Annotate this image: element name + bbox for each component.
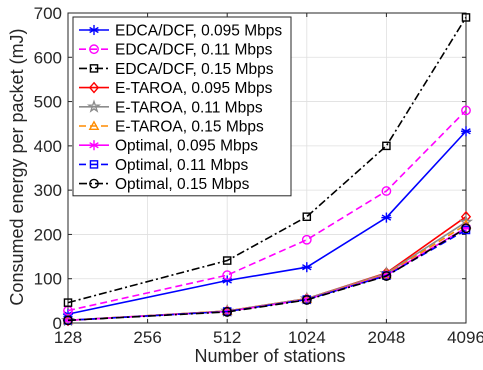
series-8 — [63, 225, 471, 325]
data-point — [63, 298, 73, 307]
legend-entry: EDCA/DCF, 0.095 Mbps — [79, 23, 282, 40]
data-point — [89, 178, 99, 189]
data-point — [381, 212, 392, 223]
data-point — [89, 160, 99, 169]
data-point — [461, 13, 471, 22]
series-4 — [62, 210, 472, 327]
legend: EDCA/DCF, 0.095 Mbps EDCA/DCF, 0.11 Mbps E… — [72, 16, 292, 197]
x-tick-label: 128 — [54, 328, 82, 347]
series-line — [67, 229, 467, 322]
x-tick-label: 512 — [213, 328, 241, 347]
legend-label: Optimal, 0.095 Mbps — [115, 138, 258, 155]
x-tick-label: 2048 — [367, 328, 405, 347]
series-6 — [62, 219, 472, 325]
x-tick-label: 256 — [133, 328, 161, 347]
legend-label: EDCA/DCF, 0.095 Mbps — [115, 23, 282, 40]
y-axis-label: Consumed energy per packet (mJ) — [7, 28, 27, 305]
legend-label: E-TAROA, 0.15 Mbps — [115, 119, 264, 136]
legend-label: Optimal, 0.11 Mbps — [115, 157, 248, 174]
data-point — [381, 186, 392, 196]
data-point — [63, 315, 73, 326]
legend-entry: E-TAROA, 0.11 Mbps — [79, 99, 263, 116]
legend-entry: Optimal, 0.15 Mbps — [79, 176, 250, 193]
legend-label: Optimal, 0.15 Mbps — [115, 176, 250, 193]
y-tick-label: 0 — [53, 314, 62, 333]
data-point — [381, 271, 392, 281]
data-point — [222, 270, 233, 281]
legend-label: E-TAROA, 0.11 Mbps — [115, 99, 263, 116]
series-line — [67, 227, 467, 322]
series-line — [67, 17, 467, 304]
x-axis-label: Number of stations — [194, 346, 345, 366]
data-point — [301, 295, 312, 305]
series-layer — [60, 13, 474, 327]
data-point — [88, 140, 100, 151]
legend-label: E-TAROA, 0.095 Mbps — [115, 80, 273, 97]
legend-entry: EDCA/DCF, 0.15 Mbps — [79, 61, 274, 78]
data-point — [302, 212, 312, 221]
data-point — [88, 120, 100, 131]
legend-label: EDCA/DCF, 0.15 Mbps — [115, 61, 274, 78]
data-point — [89, 44, 99, 55]
y-tick-label: 200 — [34, 225, 62, 244]
y-tick-label: 600 — [34, 48, 62, 67]
series-5 — [60, 214, 474, 327]
plot-frame — [67, 12, 467, 324]
data-point — [460, 126, 472, 137]
legend-label: EDCA/DCF, 0.11 Mbps — [115, 42, 273, 59]
data-point — [86, 99, 102, 113]
legend-entry: EDCA/DCF, 0.11 Mbps — [79, 42, 273, 59]
data-point — [222, 307, 233, 317]
data-point — [89, 64, 99, 73]
legend-entry: E-TAROA, 0.095 Mbps — [79, 80, 273, 97]
data-point — [461, 223, 471, 234]
data-point — [301, 234, 312, 245]
y-tick-label: 300 — [34, 181, 62, 200]
data-point — [88, 24, 100, 36]
axes — [67, 12, 467, 324]
y-tick-label: 400 — [34, 137, 62, 156]
data-point — [88, 81, 100, 94]
legend-entry: E-TAROA, 0.15 Mbps — [79, 119, 264, 136]
legend-entry: Optimal, 0.095 Mbps — [79, 138, 258, 155]
data-point — [461, 105, 471, 116]
data-point — [301, 262, 312, 273]
legend-box — [72, 16, 292, 197]
data-point — [222, 256, 232, 265]
series-3 — [63, 13, 471, 307]
legend-entry: Optimal, 0.11 Mbps — [79, 157, 248, 174]
data-point — [382, 141, 391, 151]
series-9 — [63, 223, 471, 326]
series-line — [67, 224, 467, 322]
tick-labels: 128 256 512 1024 2048 4096 0 100 200 300 400 500 600… — [34, 4, 483, 347]
y-tick-label: 500 — [34, 93, 62, 112]
y-tick-label: 700 — [34, 4, 62, 23]
x-tick-label: 4096 — [447, 328, 483, 347]
x-tick-label: 1024 — [288, 328, 326, 347]
y-tick-label: 100 — [34, 270, 62, 289]
